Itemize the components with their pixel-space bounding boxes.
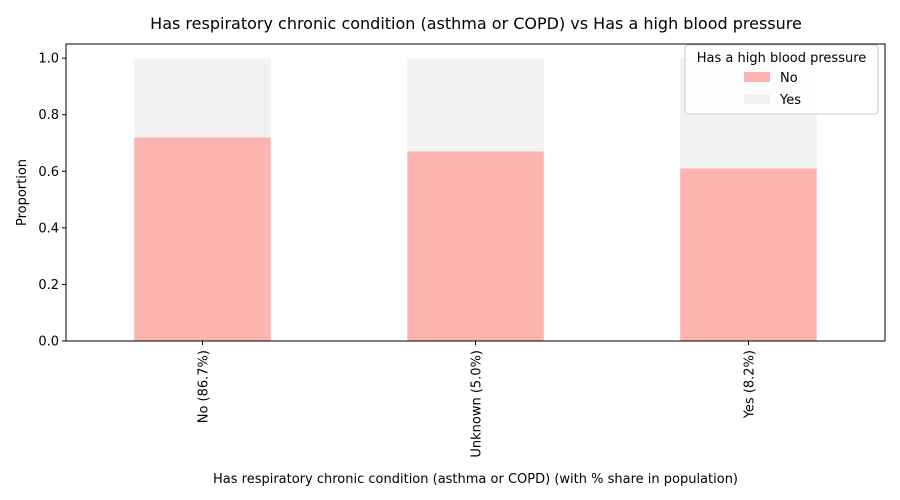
y-axis: 0.0 0.2 0.4 0.6 0.8 1.0 <box>38 52 66 350</box>
legend-swatch-no <box>744 72 770 82</box>
legend-label-yes: Yes <box>779 93 801 108</box>
x-tick-label: Unknown (5.0%) <box>470 350 485 458</box>
legend-label-no: No <box>780 71 798 86</box>
y-tick-label: 1.0 <box>38 52 59 67</box>
bar-yes-1 <box>407 58 544 152</box>
legend: Has a high blood pressure No Yes <box>684 44 879 115</box>
x-axis: No (86.7%) Unknown (5.0%) Yes (8.2%) <box>197 341 758 458</box>
x-tick-label: No (86.7%) <box>197 350 212 423</box>
y-tick-label: 0.6 <box>38 165 59 180</box>
x-axis-label: Has respiratory chronic condition (asthm… <box>213 472 738 487</box>
y-tick-label: 0.2 <box>38 278 59 293</box>
y-tick-label: 0.8 <box>38 108 59 123</box>
bar-no-1 <box>407 151 544 341</box>
y-tick-label: 0.0 <box>38 335 59 350</box>
legend-title: Has a high blood pressure <box>697 51 867 66</box>
chart-title: Has respiratory chronic condition (asthm… <box>150 14 802 33</box>
y-axis-label: Proportion <box>15 159 30 226</box>
bar-no-0 <box>134 137 271 341</box>
bar-yes-0 <box>134 58 271 138</box>
legend-box <box>684 44 879 115</box>
legend-items: No Yes <box>744 71 801 108</box>
y-tick-label: 0.4 <box>38 221 59 236</box>
legend-swatch-yes <box>744 94 770 104</box>
bar-no-2 <box>680 168 817 341</box>
x-tick-label: Yes (8.2%) <box>743 350 758 419</box>
